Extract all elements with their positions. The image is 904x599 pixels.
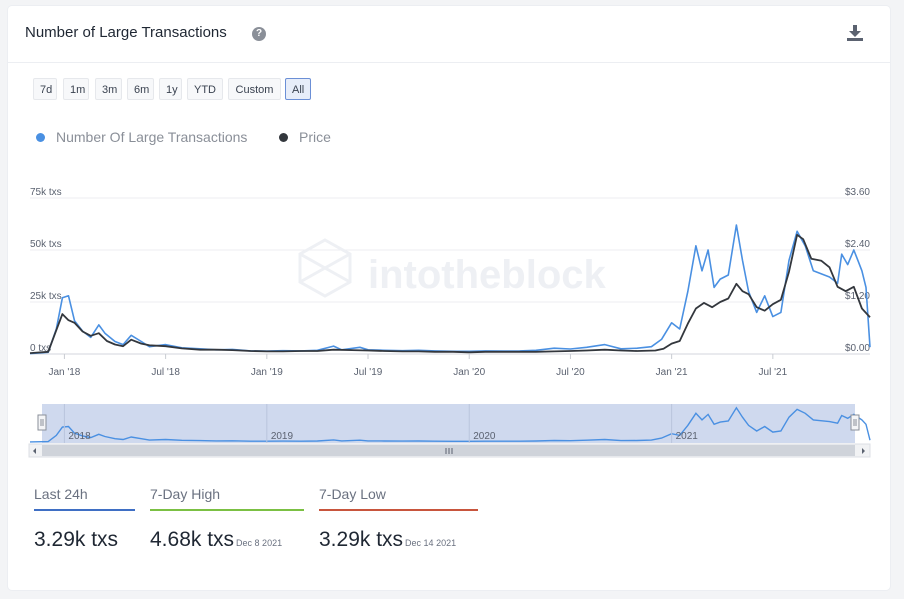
- range-all-button[interactable]: All: [285, 78, 311, 100]
- y-right-tick-label: $2.40: [845, 239, 870, 250]
- range-1y-button[interactable]: 1y: [159, 78, 182, 100]
- stat-label: 7-Day Low: [319, 486, 386, 502]
- y-left-tick-label: 25k txs: [30, 291, 62, 302]
- card-header: Number of Large Transactions ?: [8, 6, 890, 63]
- y-left-tick-label: 75k txs: [30, 187, 62, 198]
- watermark-text: intotheblock: [368, 253, 607, 297]
- y-right-tick-label: $3.60: [845, 187, 870, 198]
- x-tick-label: Jul '18: [151, 367, 180, 378]
- question-circle-icon[interactable]: ?: [252, 27, 266, 41]
- range-7d-button[interactable]: 7d: [33, 78, 57, 100]
- stat-value: 3.29k txs Dec 14 2021: [319, 528, 457, 551]
- series-line-price: [29, 233, 871, 354]
- stat-label: 7-Day High: [150, 486, 221, 502]
- y-left-tick-label: 50k txs: [30, 239, 62, 250]
- x-tick-label: Jul '19: [354, 367, 383, 378]
- x-tick-label: Jul '20: [556, 367, 585, 378]
- stat-underline: [319, 509, 478, 511]
- legend-dot: [36, 133, 45, 142]
- navigator-selection[interactable]: [42, 404, 855, 443]
- navigator-year-label: 2021: [676, 431, 699, 442]
- legend-label: Number Of Large Transactions: [56, 129, 248, 145]
- stat-value: 4.68k txs Dec 8 2021: [150, 528, 283, 551]
- navigator-series-line: [29, 406, 871, 443]
- range-1m-button[interactable]: 1m: [63, 78, 89, 100]
- legend-label: Price: [299, 129, 331, 145]
- y-right-tick-label: $0.00: [845, 343, 870, 354]
- intotheblock-watermark: intotheblock: [298, 238, 607, 298]
- stat-value: 3.29k txs: [34, 528, 119, 551]
- stat-underline: [34, 509, 135, 511]
- range-6m-button[interactable]: 6m: [127, 78, 154, 100]
- navigator-scrollbar[interactable]: [28, 443, 871, 458]
- stat-label: Last 24h: [34, 486, 88, 502]
- navigator-year-label: 2020: [473, 431, 496, 442]
- range-3m-button[interactable]: 3m: [95, 78, 122, 100]
- range-ytd-button[interactable]: YTD: [187, 78, 223, 100]
- x-tick-label: Jan '21: [656, 367, 688, 378]
- x-tick-label: Jan '20: [453, 367, 485, 378]
- navigator-year-label: 2019: [271, 431, 294, 442]
- download-icon[interactable]: [846, 24, 864, 42]
- navigator-year-label: 2018: [68, 431, 91, 442]
- range-navigator[interactable]: 2018 2019 2020 2021: [28, 404, 871, 458]
- x-tick-label: Jan '18: [48, 367, 80, 378]
- range-custom-button[interactable]: Custom: [228, 78, 281, 100]
- chart-card: Number of Large Transactions ?: [8, 6, 890, 590]
- y-left-tick-label: 0 txs: [30, 343, 51, 354]
- navigator-right-handle[interactable]: [850, 414, 860, 431]
- x-tick-label: Jan '19: [251, 367, 283, 378]
- page-title: Number of Large Transactions: [25, 24, 227, 41]
- stat-underline: [150, 509, 304, 511]
- x-tick-label: Jul '21: [759, 367, 788, 378]
- legend-dot: [279, 133, 288, 142]
- navigator-left-handle[interactable]: [37, 414, 47, 431]
